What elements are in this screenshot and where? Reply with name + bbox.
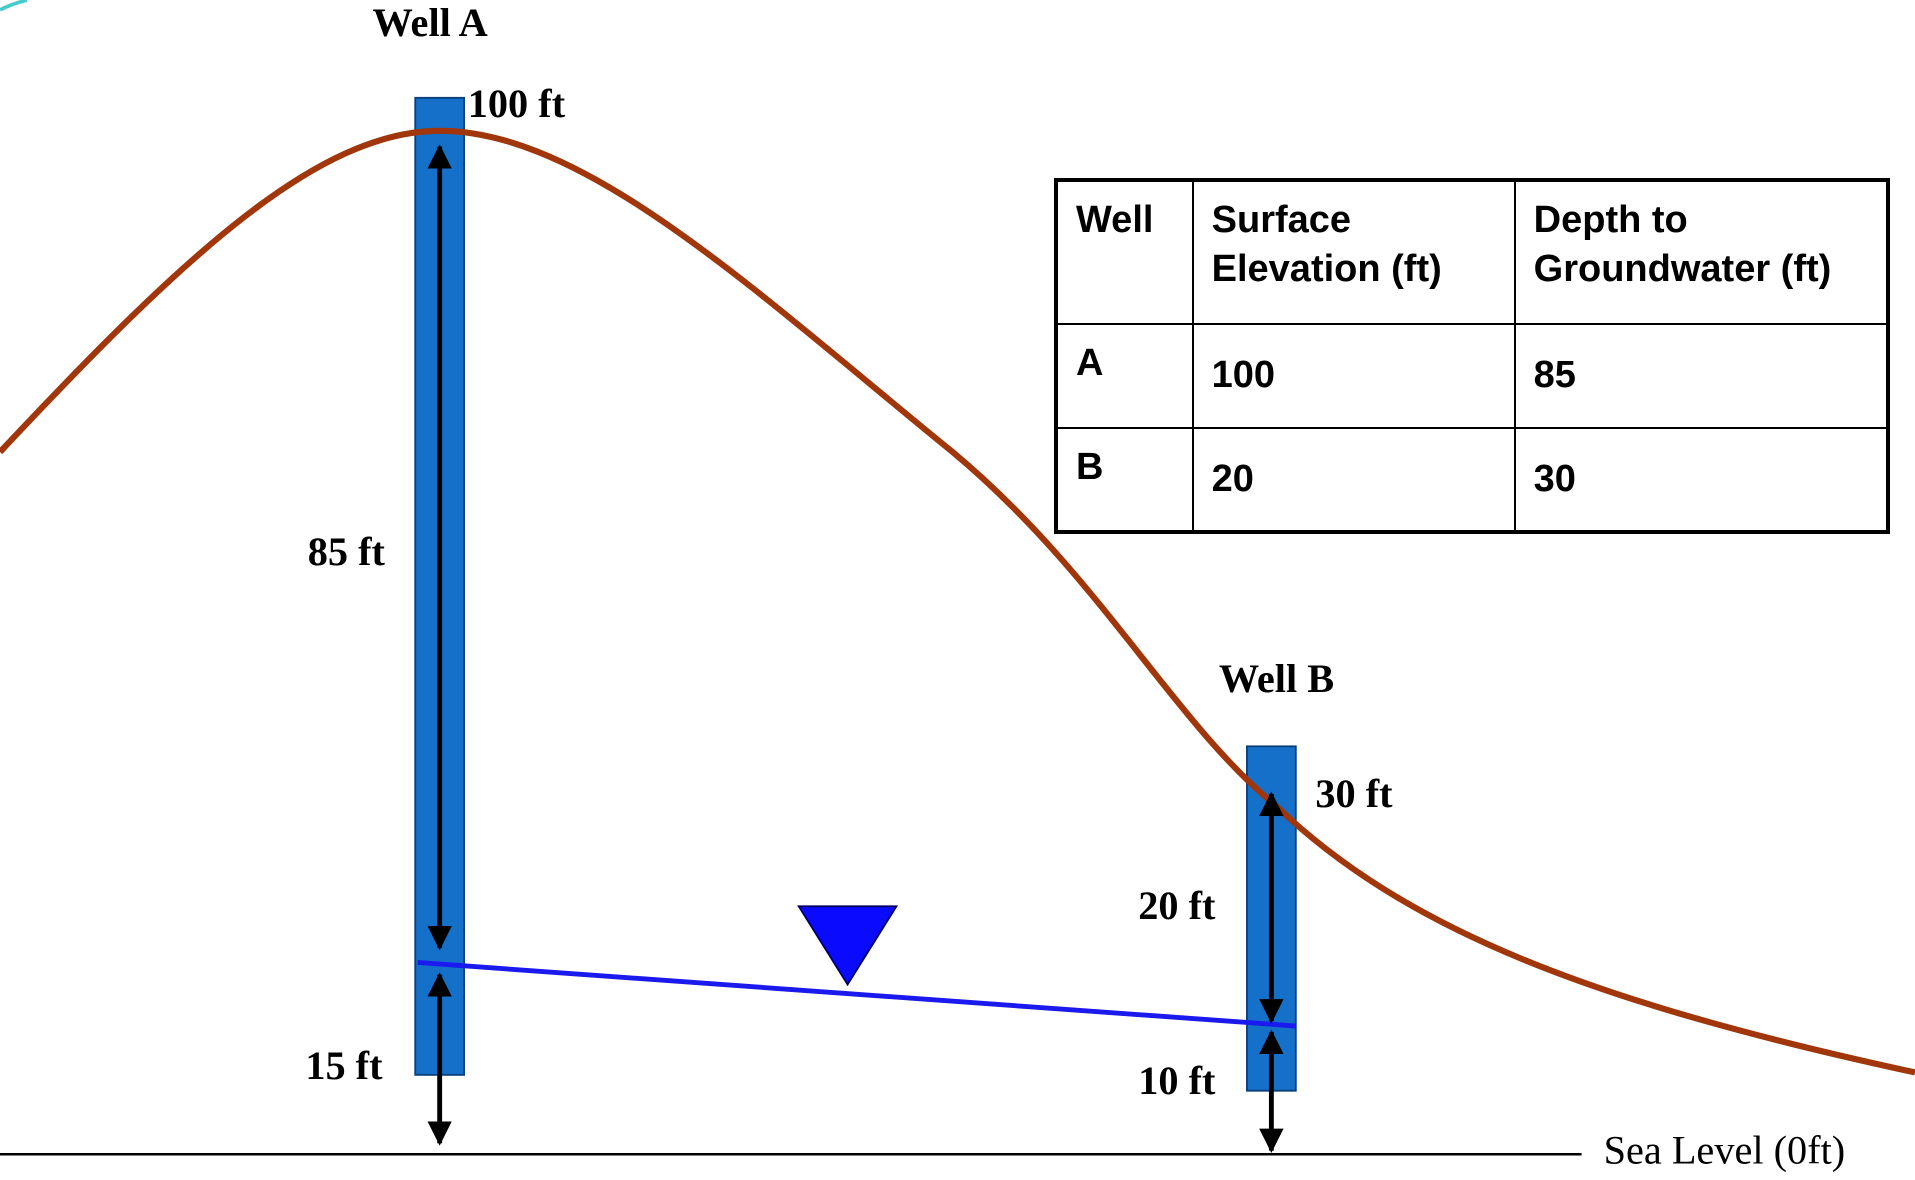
- depth-label: 20 ft: [1138, 883, 1216, 928]
- well-label: Well A: [372, 0, 487, 45]
- depth-label: 15 ft: [305, 1043, 383, 1088]
- cell: 30: [1515, 428, 1888, 532]
- corner-swoosh: [0, 0, 27, 10]
- header-cell: Surface Elevation (ft): [1193, 180, 1515, 324]
- sea-level-label: Sea Level (0ft): [1604, 1127, 1846, 1172]
- depth-label: 10 ft: [1138, 1058, 1216, 1103]
- page: Well A 100 ft 85 ft 15 ft Well B 30 ft 2…: [0, 0, 1915, 1180]
- depth-label: 85 ft: [308, 529, 386, 574]
- elevation-label: 30 ft: [1315, 771, 1393, 816]
- elevation-label: 100 ft: [468, 81, 566, 126]
- cell: 100: [1193, 324, 1515, 428]
- cell: 20: [1193, 428, 1515, 532]
- well-table: Well Surface Elevation (ft) Depth to Gro…: [1054, 178, 1890, 534]
- header-cell: Depth to Groundwater (ft): [1515, 180, 1888, 324]
- header-cell: Well: [1056, 180, 1193, 324]
- water-table: [418, 962, 1296, 1026]
- well-label: Well B: [1219, 656, 1334, 701]
- cell: B: [1056, 428, 1193, 532]
- diagram: Well A 100 ft 85 ft 15 ft Well B 30 ft 2…: [0, 0, 1915, 1180]
- cell: 85: [1515, 324, 1888, 428]
- cell: A: [1056, 324, 1193, 428]
- water-table-symbol: [799, 906, 897, 984]
